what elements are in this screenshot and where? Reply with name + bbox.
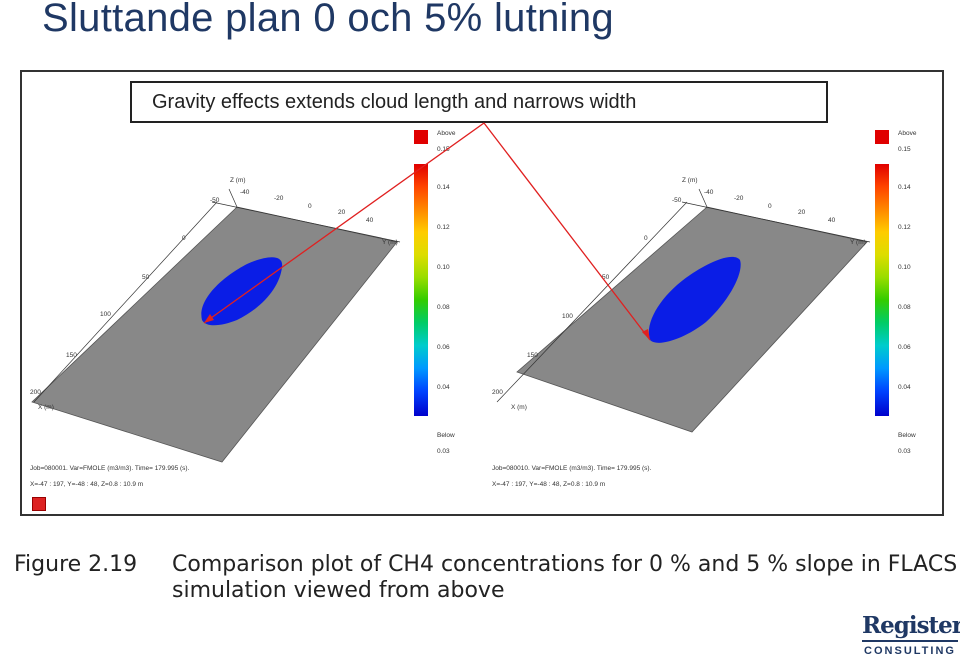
register-consulting-logo: Register CONSULTING <box>862 612 960 657</box>
arrow-head-right <box>642 329 650 340</box>
legend-value: 0.04 <box>898 384 911 391</box>
legend-value: 0.12 <box>437 224 450 231</box>
gravity-banner: Gravity effects extends cloud length and… <box>130 81 828 123</box>
arrow-to-right-cloud <box>483 122 651 341</box>
legend-value: 0.04 <box>437 384 450 391</box>
left-z-tick: -20 <box>274 195 284 202</box>
left-info-line1: Job=080001. Var=FMOLE (m3/m3). Time= 179… <box>30 465 190 472</box>
legend-value: 0.12 <box>898 224 911 231</box>
right-z-tick: -40 <box>704 189 714 196</box>
legend-value: 0.06 <box>437 344 450 351</box>
flacs-logo-icon <box>32 497 46 511</box>
right-info-line2: X=-47 : 197, Y=-48 : 48, Z=0.8 : 10.9 m <box>492 481 605 488</box>
legend-value: 0.08 <box>898 304 911 311</box>
legend-below-value: 0.03 <box>437 448 450 455</box>
legend-below-label: Below <box>898 432 916 439</box>
legend-value: 0.14 <box>898 184 911 191</box>
left-gas-cloud <box>201 257 283 326</box>
right-top-axis-line <box>681 201 871 243</box>
page-title: Sluttande plan 0 och 5% lutning <box>42 0 614 40</box>
right-z-tick: 20 <box>798 209 806 216</box>
right-info-line1: Job=080010. Var=FMOLE (m3/m3). Time= 179… <box>492 465 652 472</box>
left-legend: Above 0.15 0.14 0.12 0.10 0.08 0.06 0.04… <box>414 130 456 455</box>
annotation-arrows <box>203 122 651 341</box>
legend-value: 0.06 <box>898 344 911 351</box>
left-info-line2: X=-47 : 197, Y=-48 : 48, Z=0.8 : 10.9 m <box>30 481 143 488</box>
left-z-tick: 40 <box>366 217 374 224</box>
right-legend: Above 0.15 0.14 0.12 0.10 0.08 0.06 0.04… <box>875 130 917 455</box>
legend-below-value: 0.03 <box>898 448 911 455</box>
legend-value: 0.10 <box>437 264 450 271</box>
left-y-axis-label: Y (m) <box>382 239 398 246</box>
legend-value: 0.10 <box>898 264 911 271</box>
right-x-axis-line <box>496 201 688 403</box>
left-x-tick: 100 <box>100 311 111 318</box>
caption-line2: simulation viewed from above <box>172 578 505 603</box>
simulation-figure: Gravity effects extends cloud length and… <box>20 70 944 516</box>
legend-value: 0.14 <box>437 184 450 191</box>
caption-line1: Comparison plot of CH4 concentrations fo… <box>172 552 958 577</box>
figure-caption: Figure 2.19 Comparison plot of CH4 conce… <box>14 552 957 603</box>
arrow-to-left-cloud <box>203 122 485 324</box>
left-x-tick: 0 <box>182 235 186 242</box>
figure-number: Figure 2.19 <box>14 552 138 577</box>
right-z-tick: -20 <box>734 195 744 202</box>
right-y-axis-label: Y (m) <box>850 239 866 246</box>
legend-value: 0.08 <box>437 304 450 311</box>
simulation-plots: Z (m) Y (m) X (m) -50 -40 -20 0 20 40 0 … <box>30 122 917 488</box>
right-x-axis-label: X (m) <box>511 404 527 411</box>
legend-below-label: Below <box>437 432 455 439</box>
right-x-tick: 100 <box>562 313 573 320</box>
arrow-head-left <box>204 314 214 323</box>
legend-above-value: 0.15 <box>898 146 911 153</box>
left-x-tick: 150 <box>66 352 77 359</box>
legend-above-swatch <box>414 130 428 144</box>
logo-divider <box>862 640 958 642</box>
right-z-tick: 0 <box>768 203 772 210</box>
caption-text: Comparison plot of CH4 concentrations fo… <box>172 552 957 604</box>
logo-wordmark: Register <box>862 612 960 639</box>
left-z-tick: -50 <box>210 197 220 204</box>
right-gas-cloud <box>648 256 741 343</box>
right-z-tick: 40 <box>828 217 836 224</box>
right-z-tick: -50 <box>672 197 682 204</box>
left-x-tick: 200 <box>30 389 41 396</box>
left-x-axis-line <box>33 201 218 403</box>
right-x-tick: 200 <box>492 389 503 396</box>
right-x-tick: 150 <box>527 352 538 359</box>
left-z-tick: 0 <box>308 203 312 210</box>
right-z-axis-line <box>698 188 708 208</box>
left-x-axis-label: X (m) <box>38 404 54 411</box>
legend-above-label: Above <box>437 130 456 137</box>
logo-subtext: CONSULTING <box>864 645 956 657</box>
legend-above-swatch <box>875 130 889 144</box>
left-z-axis-label: Z (m) <box>230 177 246 184</box>
left-top-axis-line <box>211 201 401 243</box>
right-z-axis-label: Z (m) <box>682 177 698 184</box>
left-z-tick: 20 <box>338 209 346 216</box>
right-plot: Z (m) Y (m) X (m) -50 -40 -20 0 20 40 0 … <box>492 130 917 488</box>
left-x-tick: 50 <box>142 274 150 281</box>
left-z-axis-line <box>228 188 238 208</box>
right-x-tick: 50 <box>602 274 610 281</box>
legend-above-value: 0.15 <box>437 146 450 153</box>
left-plot: Z (m) Y (m) X (m) -50 -40 -20 0 20 40 0 … <box>30 130 456 488</box>
left-z-tick: -40 <box>240 189 250 196</box>
left-ground-plane <box>31 206 398 463</box>
legend-above-label: Above <box>898 130 917 137</box>
right-x-tick: 0 <box>644 235 648 242</box>
legend-scale-bar <box>875 164 889 416</box>
legend-scale-bar <box>414 164 428 416</box>
